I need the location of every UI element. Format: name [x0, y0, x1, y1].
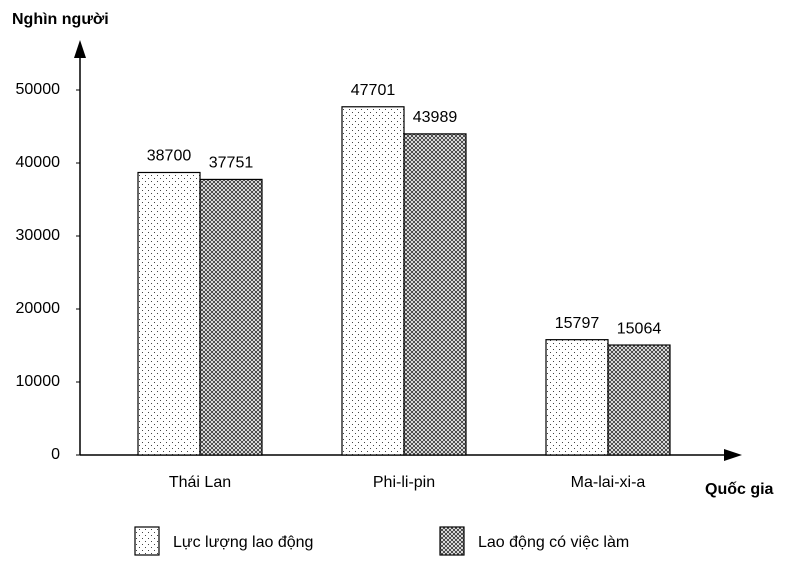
x-axis-arrow: [724, 449, 742, 461]
x-tick-label: Thái Lan: [169, 474, 231, 491]
y-tick-label: 0: [51, 446, 60, 463]
legend-swatch: [439, 526, 465, 556]
value-label: 15064: [617, 320, 662, 337]
y-tick-label: 10000: [16, 373, 61, 390]
x-tick-label: Ma-lai-xi-a: [571, 474, 646, 491]
value-label: 43989: [413, 109, 458, 126]
bar: [137, 171, 201, 456]
y-tick-label: 20000: [16, 300, 61, 317]
y-axis-arrow: [74, 40, 86, 58]
y-tick-label: 30000: [16, 227, 61, 244]
legend-swatch: [134, 526, 160, 556]
y-tick-label: 50000: [16, 81, 61, 98]
value-label: 47701: [351, 82, 396, 99]
value-label: 37751: [209, 155, 254, 172]
y-tick-label: 40000: [16, 154, 61, 171]
bar: [607, 344, 671, 456]
value-label: 15797: [555, 315, 600, 332]
bar: [545, 339, 609, 456]
x-tick-label: Phi-li-pin: [373, 474, 435, 491]
y-axis-label: Nghìn người: [12, 11, 109, 28]
legend-label: Lực lượng lao động: [173, 534, 313, 551]
bar: [199, 178, 263, 456]
value-label: 38700: [147, 148, 192, 165]
bar: [403, 133, 467, 456]
x-axis-label: Quốc gia: [705, 481, 774, 498]
bar: [341, 106, 405, 456]
legend-label: Lao động có việc làm: [478, 534, 629, 551]
